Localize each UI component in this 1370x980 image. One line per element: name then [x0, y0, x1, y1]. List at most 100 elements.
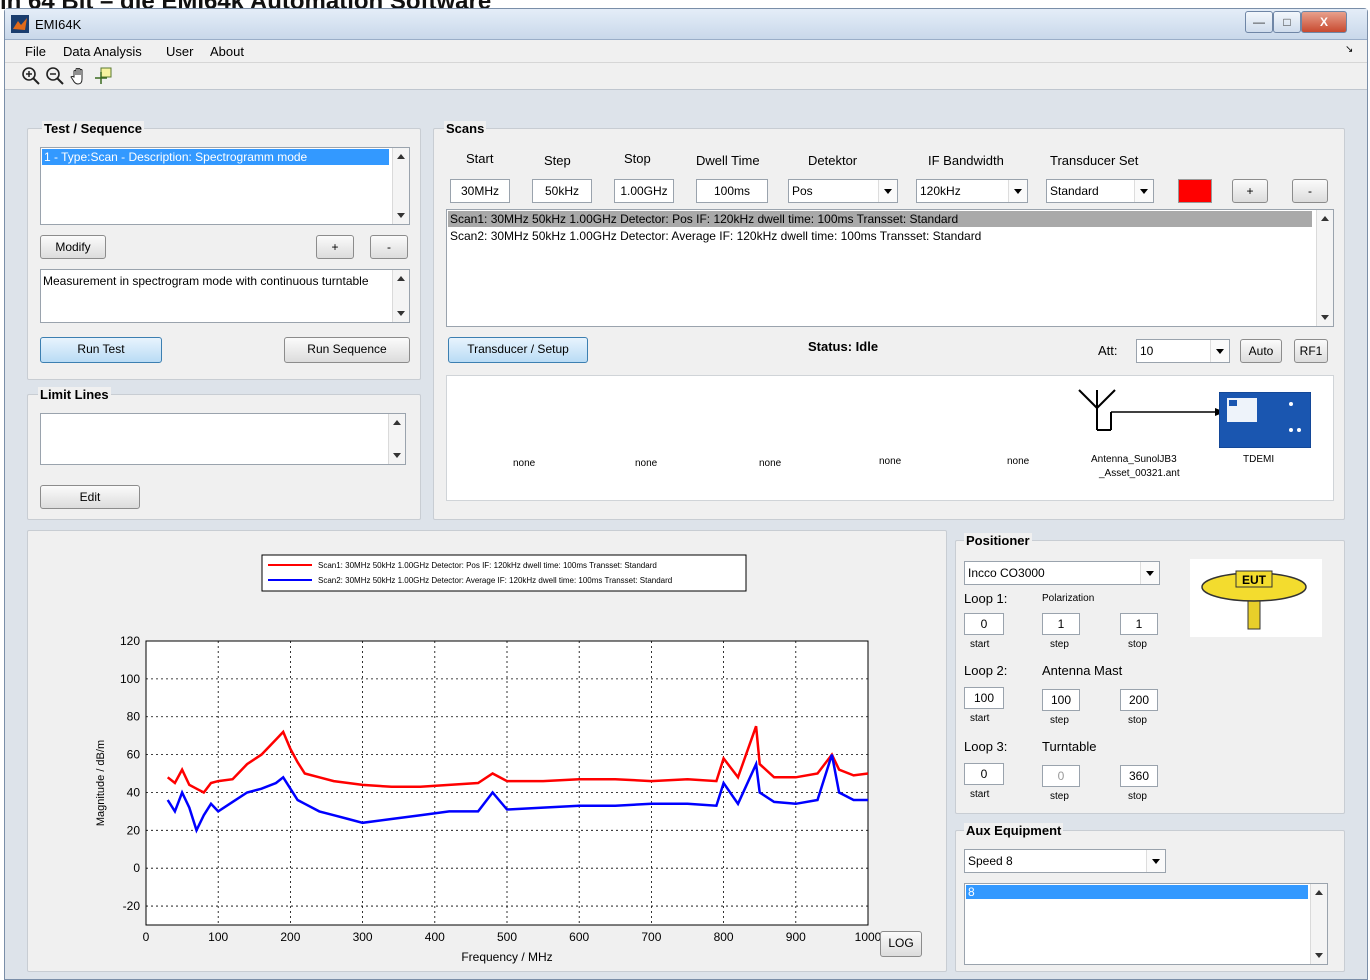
- pan-hand-icon[interactable]: [69, 66, 89, 86]
- loop3-stop-input[interactable]: 360: [1120, 765, 1158, 787]
- start-input[interactable]: 30MHz: [450, 179, 510, 203]
- maximize-button[interactable]: □: [1273, 11, 1301, 33]
- x-tick-label: 1000: [855, 930, 882, 944]
- transducer-value: Standard: [1050, 184, 1099, 198]
- menu-dock-arrow-icon[interactable]: ↘: [1345, 44, 1354, 55]
- aux-select[interactable]: Speed 8: [964, 849, 1166, 873]
- chain-slot-3[interactable]: none: [759, 458, 782, 469]
- chain-slot-4[interactable]: none: [879, 456, 902, 467]
- chain-slot-1[interactable]: none: [513, 458, 536, 469]
- data-cursor-icon[interactable]: [93, 66, 113, 86]
- log-button[interactable]: LOG: [880, 931, 922, 957]
- positioner-device-value: Incco CO3000: [968, 566, 1045, 580]
- test-list-item[interactable]: 1 - Type:Scan - Description: Spectrogram…: [42, 149, 389, 165]
- receiver-icon[interactable]: [1219, 392, 1311, 448]
- title-bar: EMI64K — □ X: [5, 9, 1367, 40]
- aux-list-scrollbar[interactable]: [1310, 884, 1327, 964]
- remove-scan-button[interactable]: -: [1292, 179, 1328, 203]
- stop-header: Stop: [624, 151, 651, 166]
- test-description[interactable]: Measurement in spectrogram mode with con…: [40, 269, 410, 323]
- loop2-start-input[interactable]: 100: [964, 687, 1004, 709]
- loop3-step-input[interactable]: 0: [1042, 765, 1080, 787]
- detector-value: Pos: [792, 184, 813, 198]
- x-tick-label: 800: [714, 930, 734, 944]
- legend-entry: Scan1: 30MHz 50kHz 1.00GHz Detector: Pos…: [318, 561, 657, 570]
- loop2-step-input[interactable]: 100: [1042, 689, 1080, 711]
- test-list[interactable]: 1 - Type:Scan - Description: Spectrogram…: [40, 147, 410, 225]
- menu-file[interactable]: File: [25, 44, 46, 59]
- aux-list-item[interactable]: 8: [966, 885, 1308, 899]
- menu-bar: File Data Analysis User About ↘: [5, 40, 1367, 63]
- loop2-stop-label: stop: [1128, 715, 1147, 726]
- window-title: EMI64K: [35, 17, 82, 32]
- limit-lines-scrollbar[interactable]: [388, 414, 405, 464]
- description-scrollbar[interactable]: [392, 270, 409, 322]
- aux-equipment-panel: Aux Equipment Speed 8 8: [955, 823, 1345, 972]
- eut-turntable-icon[interactable]: EUT: [1190, 559, 1322, 637]
- run-test-button[interactable]: Run Test: [40, 337, 162, 363]
- loop3-step-label: step: [1050, 791, 1069, 802]
- stop-input[interactable]: 1.00GHz: [614, 179, 674, 203]
- antenna-icon[interactable]: [1075, 386, 1225, 446]
- scan-color-swatch[interactable]: [1178, 179, 1212, 203]
- loop3-start-input[interactable]: 0: [964, 763, 1004, 785]
- scan-list-item[interactable]: Scan1: 30MHz 50kHz 1.00GHz Detector: Pos…: [448, 211, 1312, 227]
- att-label: Att:: [1098, 343, 1118, 358]
- toolbar: [5, 63, 1367, 90]
- edit-limit-button[interactable]: Edit: [40, 485, 140, 509]
- y-axis-label: Magnitude / dB/m: [95, 740, 107, 826]
- add-test-button[interactable]: +: [316, 235, 354, 259]
- loop1-stop-input[interactable]: 1: [1120, 613, 1158, 635]
- loop1-step-input[interactable]: 1: [1042, 613, 1080, 635]
- transducer-select[interactable]: Standard: [1046, 179, 1154, 203]
- att-select[interactable]: 10: [1136, 339, 1230, 363]
- loop2-start-label: start: [970, 713, 990, 724]
- signal-chain: none none none none none Antenna_SunolJB…: [446, 375, 1334, 501]
- matlab-logo-icon: [11, 15, 29, 33]
- limit-lines-list[interactable]: [40, 413, 406, 465]
- modify-button[interactable]: Modify: [40, 235, 106, 259]
- dwell-input[interactable]: 100ms: [696, 179, 768, 203]
- ifbw-select[interactable]: 120kHz: [916, 179, 1028, 203]
- detector-select[interactable]: Pos: [788, 179, 898, 203]
- loop2-name: Antenna Mast: [1042, 663, 1123, 678]
- scan-list-scrollbar[interactable]: [1316, 210, 1333, 326]
- test-list-scrollbar[interactable]: [392, 148, 409, 224]
- x-tick-label: 700: [641, 930, 661, 944]
- start-header: Start: [466, 151, 494, 166]
- remove-test-button[interactable]: -: [370, 235, 408, 259]
- scan-list[interactable]: Scan1: 30MHz 50kHz 1.00GHz Detector: Pos…: [446, 209, 1334, 327]
- run-sequence-button[interactable]: Run Sequence: [284, 337, 410, 363]
- y-tick-label: 0: [133, 861, 140, 875]
- auto-button[interactable]: Auto: [1240, 339, 1282, 363]
- transducer-setup-button[interactable]: Transducer / Setup: [448, 337, 588, 363]
- chart-panel: 0 100 200 300 400 500 600 700 800 900 1000 120 100 80…: [27, 530, 947, 972]
- minimize-button[interactable]: —: [1245, 11, 1273, 33]
- zoom-out-icon[interactable]: [45, 66, 65, 86]
- loop1-start-input[interactable]: 0: [964, 613, 1004, 635]
- app-window: EMI64K — □ X File Data Analysis User Abo…: [4, 8, 1368, 980]
- aux-list[interactable]: 8: [964, 883, 1328, 965]
- rf1-button[interactable]: RF1: [1294, 339, 1328, 363]
- chain-slot-5[interactable]: none: [1007, 456, 1030, 467]
- spectrum-chart[interactable]: 0 100 200 300 400 500 600 700 800 900 100012010080…: [28, 531, 946, 971]
- add-scan-button[interactable]: +: [1232, 179, 1268, 203]
- detector-header: Detektor: [808, 153, 858, 168]
- aux-select-value: Speed 8: [968, 854, 1013, 868]
- loop2-stop-input[interactable]: 200: [1120, 689, 1158, 711]
- transducer-header: Transducer Set: [1050, 153, 1139, 168]
- series-scan2-line[interactable]: [166, 754, 868, 834]
- chain-slot-2[interactable]: none: [635, 458, 658, 469]
- step-input[interactable]: 50kHz: [532, 179, 592, 203]
- series-scan1-line[interactable]: [166, 725, 869, 795]
- positioner-device-select[interactable]: Incco CO3000: [964, 561, 1160, 585]
- x-tick-label: 600: [569, 930, 589, 944]
- scan-list-item[interactable]: Scan2: 30MHz 50kHz 1.00GHz Detector: Ave…: [450, 229, 982, 243]
- close-button[interactable]: X: [1301, 11, 1347, 33]
- menu-about[interactable]: About: [210, 44, 244, 59]
- menu-data-analysis[interactable]: Data Analysis: [63, 44, 142, 59]
- zoom-in-icon[interactable]: [21, 66, 41, 86]
- y-tick-label: -20: [123, 899, 141, 913]
- loop3-stop-label: stop: [1128, 791, 1147, 802]
- menu-user[interactable]: User: [166, 44, 194, 59]
